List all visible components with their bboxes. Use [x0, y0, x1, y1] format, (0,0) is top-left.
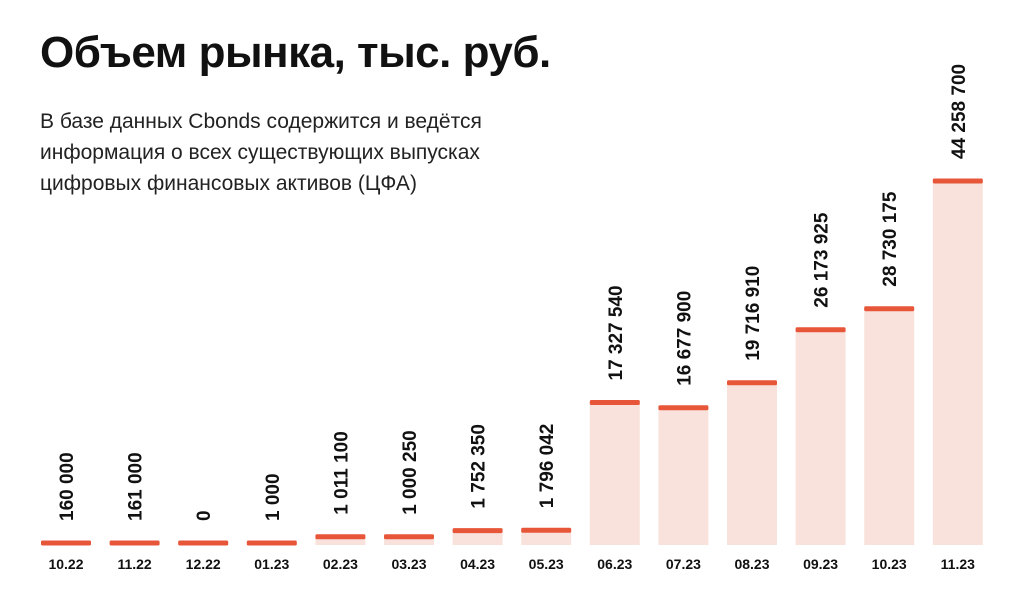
category-label-04.23: 04.23 — [460, 556, 495, 572]
category-label-11.22: 11.22 — [117, 556, 151, 572]
value-label-03.23: 1 000 250 — [400, 430, 421, 515]
category-label-02.23: 02.23 — [323, 556, 358, 572]
value-label-04.23: 1 752 350 — [469, 424, 490, 509]
subtitle-line-3: цифровых финансовых активов (ЦФА) — [40, 172, 417, 195]
category-label-08.23: 08.23 — [734, 556, 769, 572]
value-label-07.23: 16 677 900 — [674, 291, 695, 386]
chart-title: Объем рынка, тыс. руб. — [40, 28, 551, 77]
bar-cap-01.23 — [246, 540, 297, 546]
category-label-07.23: 07.23 — [666, 556, 701, 572]
bar-cap-10.23 — [864, 306, 915, 312]
category-label-10.23: 10.23 — [872, 556, 907, 572]
value-label-11.22: 161 000 — [126, 452, 147, 521]
chart-subtitle: В базе данных Cbonds содержится и ведётс… — [40, 106, 600, 199]
bar-09.23 — [795, 329, 846, 545]
bar-cap-10.22 — [41, 540, 91, 546]
value-label-08.23: 19 716 910 — [743, 266, 764, 361]
bar-cap-05.23 — [521, 527, 572, 533]
subtitle-line-1: В базе данных Cbonds содержится и ведётс… — [40, 110, 482, 133]
bar-cap-09.23 — [795, 327, 846, 333]
category-label-03.23: 03.23 — [391, 556, 426, 572]
value-label-09.23: 26 173 925 — [812, 212, 833, 308]
bar-cap-11.22 — [109, 540, 160, 546]
value-label-10.22: 160 000 — [57, 452, 78, 521]
bar-08.23 — [727, 382, 777, 545]
value-label-06.23: 17 327 540 — [606, 285, 627, 380]
bar-cap-07.23 — [658, 405, 709, 411]
bar-cap-12.22 — [178, 540, 229, 546]
bar-03.23 — [384, 536, 434, 545]
category-label-05.23: 05.23 — [529, 556, 564, 572]
bar-cap-08.23 — [727, 380, 777, 386]
category-label-09.23: 09.23 — [803, 556, 838, 572]
bar-10.23 — [864, 308, 915, 545]
value-label-10.23: 28 730 175 — [880, 191, 901, 287]
value-label-05.23: 1 796 042 — [537, 424, 558, 509]
bar-cap-11.23 — [932, 178, 983, 184]
value-label-11.23: 44 258 700 — [949, 64, 970, 159]
value-label-12.22: 0 — [194, 510, 215, 521]
subtitle-line-2: информация о всех существующих выпусках — [40, 141, 480, 164]
bar-cap-02.23 — [315, 534, 366, 540]
bar-cap-04.23 — [452, 528, 503, 534]
bar-05.23 — [521, 530, 572, 545]
bar-02.23 — [315, 536, 366, 545]
category-label-11.23: 11.23 — [941, 556, 975, 572]
bar-06.23 — [589, 402, 640, 545]
value-label-02.23: 1 011 100 — [331, 431, 352, 514]
bar-04.23 — [452, 530, 503, 545]
category-label-01.23: 01.23 — [254, 556, 289, 572]
category-label-10.22: 10.22 — [48, 556, 83, 572]
bar-cap-06.23 — [589, 400, 640, 405]
bar-07.23 — [658, 407, 709, 545]
category-label-12.22: 12.22 — [186, 556, 221, 572]
category-label-06.23: 06.23 — [597, 556, 632, 572]
bar-cap-03.23 — [384, 534, 434, 540]
value-label-01.23: 1 000 — [263, 473, 284, 521]
bar-11.23 — [932, 181, 983, 545]
